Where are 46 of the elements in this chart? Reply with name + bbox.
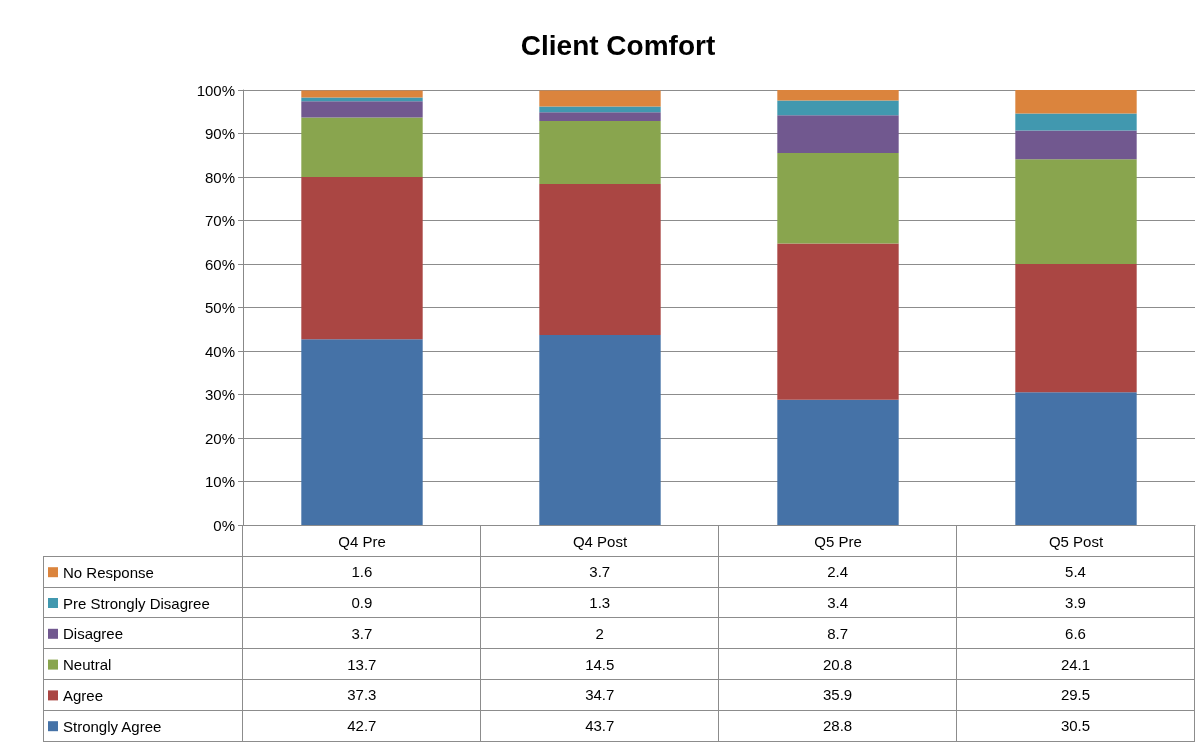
y-tick-label: 30%: [204, 386, 235, 403]
data-label: 3.7: [242, 617, 481, 649]
data-label: 24.1: [956, 648, 1195, 680]
y-tick-label: 10%: [204, 473, 235, 490]
x-tick-label: Q5 Pre: [814, 533, 862, 550]
data-label: 35.9: [718, 679, 957, 711]
y-tick-label: 40%: [204, 342, 235, 360]
data-label: 2: [480, 617, 719, 649]
legend-label: Agree: [63, 686, 104, 704]
data-label: 14.5: [480, 648, 719, 680]
data-label: 30.5: [956, 710, 1195, 742]
data-label: 43.7: [480, 710, 719, 742]
legend-label: No Response: [63, 563, 154, 581]
data-label: 5.4: [956, 556, 1195, 588]
data-label: 0.9: [242, 587, 481, 618]
legend-label: Pre Strongly Disagree: [63, 594, 210, 612]
data-label: 3.7: [480, 556, 719, 588]
y-tick-label: 20%: [204, 429, 235, 447]
data-label: 3.4: [718, 587, 957, 618]
data-label: 28.8: [718, 710, 957, 742]
y-tick-label: 70%: [204, 212, 235, 229]
legend-label: Neutral: [63, 656, 112, 674]
data-label: 34.7: [480, 679, 719, 711]
data-label: 42.7: [242, 710, 481, 742]
data-label: 37.3: [242, 679, 481, 711]
data-label: 29.5: [956, 679, 1195, 711]
data-label: 13.7: [242, 648, 481, 680]
y-tick-label: 50%: [204, 299, 235, 316]
x-tick-label: Q5 Post: [1048, 533, 1104, 550]
y-tick-label: 0%: [213, 516, 235, 534]
chart-title: Client Comfort: [520, 29, 716, 61]
legend-label: Strongly Agree: [63, 717, 162, 735]
y-tick-label: 80%: [204, 168, 235, 186]
x-tick-label: Q4 Pre: [338, 533, 386, 550]
data-label: 1.6: [242, 556, 481, 588]
data-label: 8.7: [718, 617, 957, 649]
legend-label: Disagree: [63, 625, 124, 643]
data-label: 6.6: [956, 617, 1195, 649]
y-tick-label: 90%: [204, 125, 235, 142]
data-label: 2.4: [718, 556, 957, 588]
x-tick-label: Q4 Post: [572, 533, 628, 550]
data-label: 1.3: [480, 587, 719, 618]
data-label: 20.8: [718, 648, 957, 680]
y-tick-label: 60%: [204, 255, 235, 273]
y-tick-label: 100%: [196, 81, 235, 99]
data-label: 3.9: [956, 587, 1195, 618]
